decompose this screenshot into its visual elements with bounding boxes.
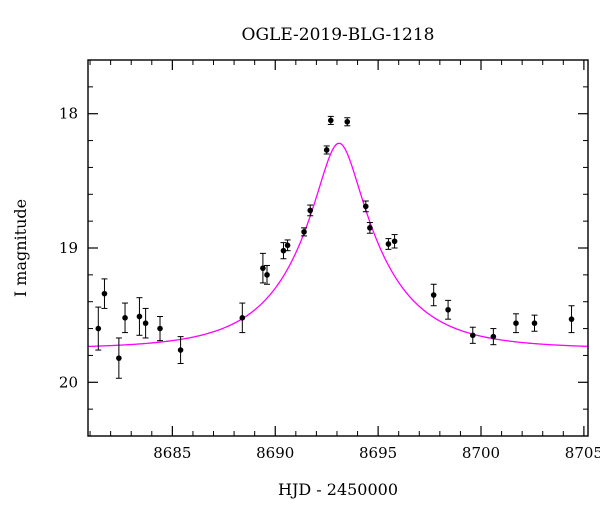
- data-point: [323, 145, 330, 155]
- y-axis-label: I magnitude: [11, 199, 30, 297]
- chart-title: OGLE-2019-BLG-1218: [242, 25, 435, 45]
- data-marker: [136, 313, 143, 320]
- data-marker: [157, 325, 163, 332]
- data-point: [264, 264, 271, 285]
- data-point: [177, 336, 184, 364]
- data-marker: [430, 292, 437, 298]
- data-point: [327, 115, 334, 125]
- data-marker: [327, 117, 334, 124]
- data-point: [122, 302, 129, 334]
- data-point: [95, 306, 102, 351]
- x-tick-label: 8705: [565, 444, 600, 462]
- plot-frame: [87, 59, 589, 437]
- y-tick-label: 20: [59, 373, 78, 391]
- data-point: [366, 221, 373, 234]
- y-tick-labels: 18 19 20: [59, 105, 78, 392]
- data-marker: [445, 306, 451, 313]
- data-point: [142, 307, 149, 339]
- data-marker: [513, 320, 519, 327]
- data-point: [430, 283, 437, 307]
- data-point: [301, 227, 308, 237]
- data-point: [385, 238, 392, 250]
- data-point: [115, 337, 122, 379]
- major-ticks: [88, 60, 588, 436]
- data-marker: [264, 272, 270, 278]
- data-point: [101, 278, 108, 309]
- data-marker: [362, 203, 369, 210]
- data-marker: [101, 290, 108, 297]
- data-marker: [301, 229, 307, 235]
- data-point: [284, 239, 291, 252]
- data-marker: [490, 333, 497, 340]
- data-marker: [391, 238, 398, 245]
- data-marker: [367, 225, 373, 231]
- data-point: [259, 252, 266, 284]
- data-marker: [95, 325, 102, 332]
- data-point: [307, 204, 314, 217]
- data-marker: [116, 355, 122, 361]
- minor-ticks: [88, 59, 588, 437]
- x-tick-label: 8685: [153, 444, 191, 462]
- data-marker: [323, 147, 330, 153]
- x-tick-label: 8695: [359, 444, 397, 462]
- data-marker: [344, 118, 351, 125]
- data-point: [344, 117, 351, 127]
- data-point: [445, 299, 452, 320]
- data-marker: [568, 316, 575, 322]
- data-point: [136, 297, 143, 336]
- data-point: [280, 242, 287, 260]
- x-tick-labels: 8685 8690 8695 8700 8705: [153, 444, 600, 462]
- data-point: [157, 315, 164, 342]
- data-marker: [284, 242, 291, 249]
- data-marker: [239, 315, 246, 321]
- data-point: [362, 200, 369, 213]
- data-marker: [280, 247, 287, 254]
- data-point: [531, 314, 538, 332]
- data-point: [490, 328, 497, 346]
- x-axis-label: HJD - 2450000: [278, 480, 398, 499]
- data-marker: [307, 207, 314, 214]
- data-marker: [142, 320, 149, 327]
- data-point: [239, 302, 246, 334]
- y-tick-label: 19: [59, 239, 78, 257]
- data-points: [95, 115, 575, 379]
- data-marker: [177, 347, 184, 353]
- model-curve: [87, 142, 589, 348]
- data-point: [568, 305, 575, 334]
- data-marker: [469, 332, 476, 339]
- y-tick-label: 18: [59, 105, 78, 123]
- x-tick-label: 8700: [462, 444, 500, 462]
- data-point: [469, 326, 476, 344]
- data-point: [391, 234, 398, 249]
- data-point: [512, 313, 519, 334]
- x-tick-label: 8690: [256, 444, 294, 462]
- data-marker: [122, 315, 128, 321]
- data-marker: [260, 265, 266, 271]
- data-marker: [385, 241, 392, 247]
- data-marker: [531, 320, 538, 327]
